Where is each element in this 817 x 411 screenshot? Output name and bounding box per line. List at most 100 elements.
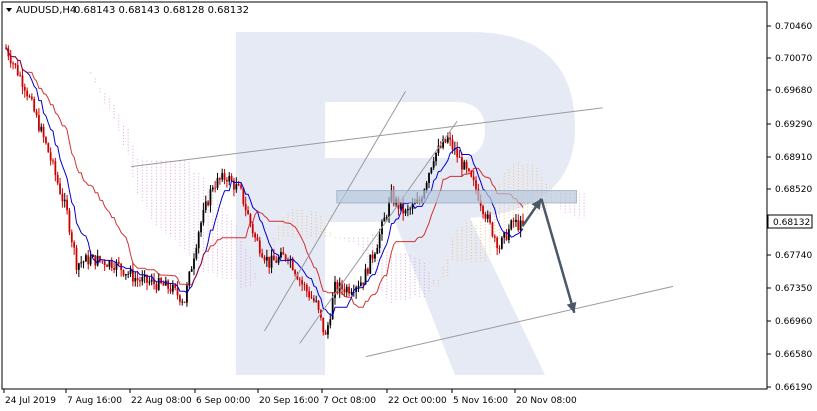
candle-body	[500, 237, 503, 249]
candle-body	[113, 268, 115, 270]
candle-body	[498, 248, 501, 249]
candle-body	[458, 157, 461, 159]
candle-body	[49, 152, 52, 161]
candle-body	[409, 208, 412, 210]
candle-body	[388, 201, 390, 218]
candle-body	[331, 297, 334, 320]
candle-body	[85, 255, 87, 262]
candle-body	[315, 300, 318, 302]
candle-body	[42, 126, 45, 138]
candle-body	[261, 253, 264, 258]
candle-body	[324, 332, 327, 335]
candle-body	[207, 201, 209, 206]
plot-frame	[1, 1, 768, 390]
candle-body	[214, 187, 217, 189]
candle-body	[181, 301, 184, 303]
x-tick-label: 5 Nov 16:00	[453, 396, 508, 406]
candle-body	[136, 278, 139, 281]
candle-body	[240, 185, 242, 188]
candle-body	[176, 287, 179, 296]
current-price-tag: 0.68132	[767, 214, 813, 229]
candle-body	[124, 274, 127, 276]
candle-body	[254, 233, 256, 238]
candle-body	[251, 223, 254, 234]
candle-body	[82, 261, 85, 263]
candle-body	[115, 261, 118, 270]
candle-body	[522, 220, 524, 226]
candle-body	[141, 277, 144, 282]
candle-body	[491, 222, 494, 237]
candle-body	[294, 270, 296, 275]
candle-body	[270, 255, 273, 268]
x-tick-label: 7 Aug 16:00	[67, 396, 122, 406]
candle-body	[77, 263, 80, 270]
triangle-down-icon[interactable]	[6, 8, 12, 12]
candle-body	[103, 261, 106, 266]
candle-body	[404, 210, 407, 214]
candle-body	[385, 217, 388, 218]
candle-body	[336, 281, 339, 292]
candle-body	[357, 285, 360, 288]
candle-body	[451, 139, 454, 150]
candle-body	[143, 274, 146, 278]
drawings-layer[interactable]	[130, 91, 674, 358]
forecast-arrow-down[interactable]	[540, 198, 576, 314]
candle-body	[226, 180, 228, 182]
candle-body	[169, 288, 172, 292]
channel-line-lower[interactable]	[365, 285, 674, 358]
candle-body	[19, 75, 21, 76]
candle-body	[5, 48, 7, 50]
candle-body	[230, 176, 233, 181]
candle-body	[425, 182, 428, 190]
candle-body	[296, 274, 299, 280]
candle-body	[73, 242, 76, 248]
channel-line-upper[interactable]	[130, 107, 603, 168]
candle-body	[134, 278, 137, 282]
candle-body	[472, 176, 475, 181]
candle-body	[14, 63, 17, 65]
y-tick-label: 0.66190	[775, 383, 812, 393]
candle-body	[160, 278, 162, 283]
candle-body	[122, 270, 125, 276]
candle-body	[355, 287, 358, 292]
candle-body	[505, 232, 508, 241]
candle-body	[298, 279, 301, 281]
inner-channel-line[interactable]	[264, 91, 406, 332]
candle-body	[493, 236, 496, 238]
x-tick-label: 24 Jul 2019	[5, 396, 56, 406]
inner-channel-line[interactable]	[299, 120, 458, 344]
candle-body	[186, 285, 188, 303]
ohlc-values: 0.68143 0.68143 0.68128 0.68132	[74, 5, 249, 16]
resistance-zone[interactable]	[336, 190, 577, 204]
candle-body	[277, 257, 280, 263]
y-tick-label: 0.68910	[775, 153, 812, 163]
candle-body	[153, 279, 155, 285]
candle-body	[310, 297, 313, 299]
candle-body	[63, 199, 66, 202]
candle-body	[256, 237, 259, 241]
x-tick-label: 7 Oct 08:00	[323, 396, 376, 406]
candle-body	[242, 187, 245, 204]
candle-body	[28, 96, 31, 98]
candle-body	[9, 56, 12, 64]
x-tick-label: 20 Sep 16:00	[259, 396, 319, 406]
candle-body	[437, 145, 440, 153]
y-tick-label: 0.70070	[775, 54, 812, 64]
candle-body	[291, 259, 294, 271]
candle-body	[486, 214, 489, 219]
candle-body	[209, 189, 212, 206]
candle-body	[68, 210, 71, 233]
candle-body	[399, 202, 402, 209]
candle-body	[376, 247, 379, 254]
candle-body	[244, 203, 247, 211]
candle-body	[322, 317, 325, 333]
candle-body	[508, 229, 510, 241]
candle-body	[273, 255, 275, 261]
candle-body	[188, 271, 191, 286]
candle-body	[364, 268, 367, 285]
candle-body	[406, 208, 409, 211]
y-tick-label: 0.68520	[775, 185, 812, 195]
candle-body	[327, 325, 329, 335]
symbol-timeframe: AUDUSD,H4	[16, 5, 76, 16]
